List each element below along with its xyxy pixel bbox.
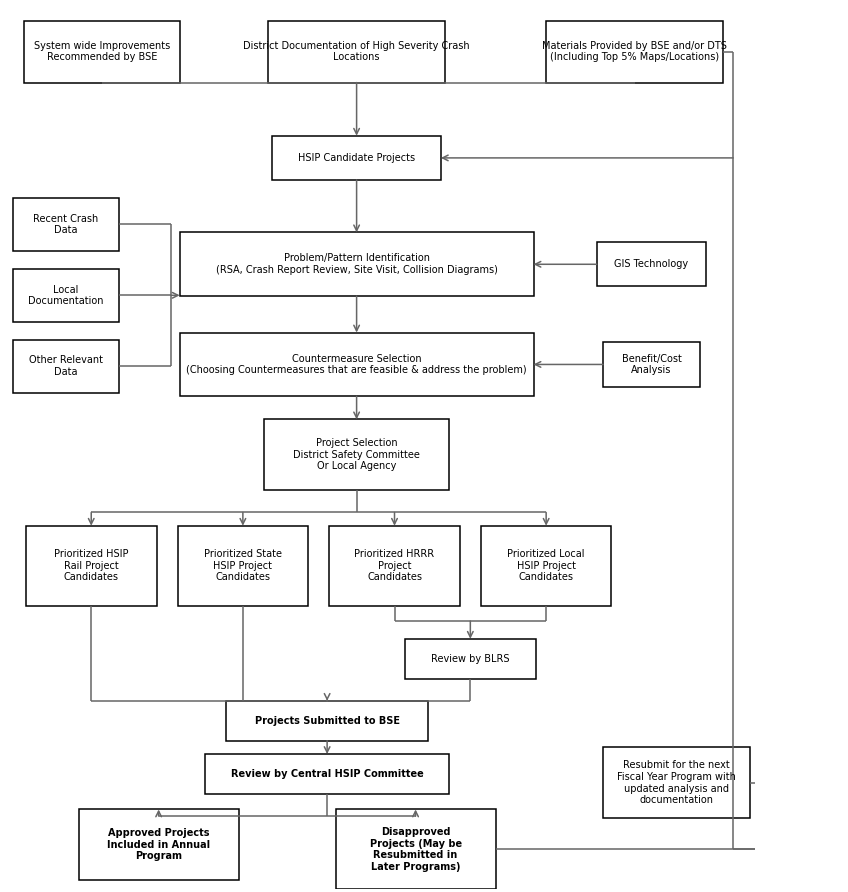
Bar [14, 340, 119, 392]
Text: Materials Provided by BSE and/or DTS
(Including Top 5% Maps/Locations): Materials Provided by BSE and/or DTS (In… [542, 41, 727, 62]
Text: District Documentation of High Severity Crash
Locations: District Documentation of High Severity … [243, 41, 470, 62]
Text: Prioritized State
HSIP Project
Candidates: Prioritized State HSIP Project Candidate… [204, 549, 282, 582]
Bar [26, 525, 157, 606]
Bar [205, 754, 449, 794]
Bar [226, 701, 428, 740]
Bar [329, 525, 460, 606]
Text: System wide Improvements
Recommended by BSE: System wide Improvements Recommended by … [34, 41, 170, 62]
Bar [268, 21, 445, 83]
Text: Prioritized HSIP
Rail Project
Candidates: Prioritized HSIP Rail Project Candidates [54, 549, 129, 582]
Text: Review by Central HSIP Committee: Review by Central HSIP Committee [231, 769, 423, 779]
Text: Disapproved
Projects (May be
Resubmitted in
Later Programs): Disapproved Projects (May be Resubmitted… [370, 827, 461, 871]
Text: Local
Documentation: Local Documentation [28, 285, 103, 306]
Bar [336, 809, 495, 889]
Text: Resubmit for the next
Fiscal Year Program with
updated analysis and
documentatio: Resubmit for the next Fiscal Year Progra… [617, 761, 736, 805]
Text: Benefit/Cost
Analysis: Benefit/Cost Analysis [622, 353, 682, 376]
Text: Other Relevant
Data: Other Relevant Data [29, 355, 103, 377]
Text: Problem/Pattern Identification
(RSA, Crash Report Review, Site Visit, Collision : Problem/Pattern Identification (RSA, Cra… [215, 253, 498, 275]
Text: Recent Crash
Data: Recent Crash Data [33, 213, 98, 235]
Text: Countermeasure Selection
(Choosing Countermeasures that are feasible & address t: Countermeasure Selection (Choosing Count… [187, 353, 527, 376]
Bar [180, 333, 533, 396]
Bar [481, 525, 611, 606]
Text: Projects Submitted to BSE: Projects Submitted to BSE [254, 715, 399, 726]
Bar [272, 136, 441, 180]
Bar [603, 343, 700, 386]
Bar [546, 21, 723, 83]
Bar [180, 233, 533, 296]
Bar [405, 639, 536, 679]
Bar [597, 242, 706, 286]
Bar [177, 525, 308, 606]
Text: Approved Projects
Included in Annual
Program: Approved Projects Included in Annual Pro… [107, 829, 210, 862]
Text: Review by BLRS: Review by BLRS [431, 654, 510, 664]
Bar [14, 198, 119, 251]
Text: Prioritized HRRR
Project
Candidates: Prioritized HRRR Project Candidates [354, 549, 434, 582]
Bar [14, 268, 119, 322]
Bar [25, 21, 180, 83]
Bar [79, 809, 238, 880]
Text: Project Selection
District Safety Committee
Or Local Agency: Project Selection District Safety Commit… [293, 438, 420, 472]
Text: Prioritized Local
HSIP Project
Candidates: Prioritized Local HSIP Project Candidate… [507, 549, 585, 582]
Text: HSIP Candidate Projects: HSIP Candidate Projects [298, 153, 416, 163]
Text: GIS Technology: GIS Technology [615, 260, 689, 269]
Bar [603, 747, 750, 818]
Bar [264, 419, 449, 491]
